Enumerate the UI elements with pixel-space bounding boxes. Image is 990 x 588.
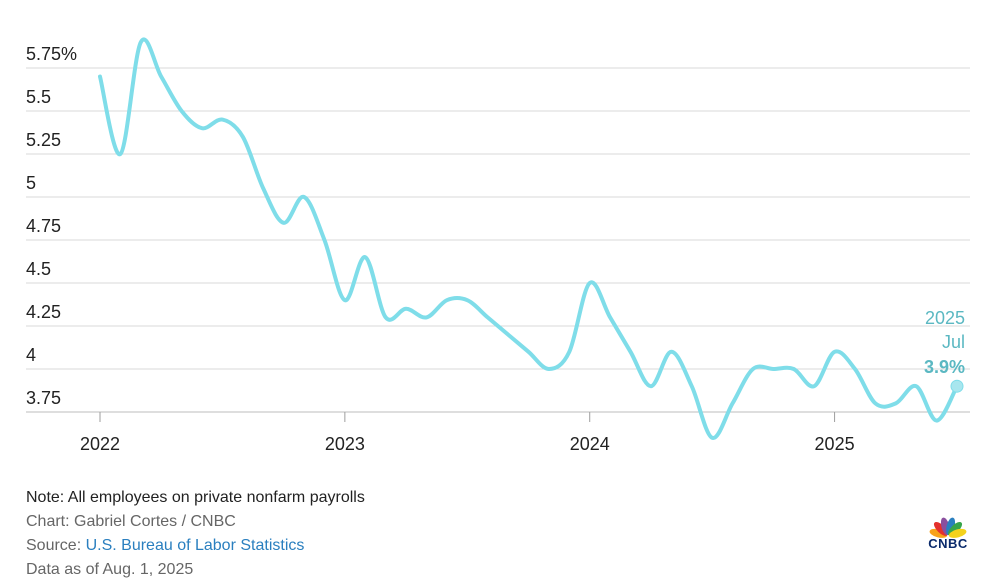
y-tick-label: 3.75 [26,388,61,408]
peacock-feather [948,528,967,538]
y-tick-label: 4 [26,345,36,365]
latest-value-callout: 2025 Jul 3.9% [924,308,965,377]
chart-note: Note: All employees on private nonfarm p… [26,489,365,506]
y-tick-label: 4.5 [26,259,51,279]
cnbc-wordmark: CNBC [928,536,968,551]
x-tick-label: 2025 [815,434,855,454]
data-as-of: Data as of Aug. 1, 2025 [26,561,194,578]
callout-value: 3.9% [924,357,965,377]
y-tick-label: 5.75% [26,44,77,64]
x-tick-label: 2022 [80,434,120,454]
series-layer [98,37,964,440]
cnbc-peacock-icon [929,517,967,538]
x-tick-label: 2023 [325,434,365,454]
last-point-marker[interactable] [950,379,964,393]
series-line [98,37,959,440]
y-tick-label: 5 [26,173,36,193]
y-tick-label: 5.5 [26,87,51,107]
chart-credit: Chart: Gabriel Cortes / CNBC [26,513,236,530]
x-axis: 2022 2023 2024 2025 [80,412,855,454]
source-link[interactable]: U.S. Bureau of Labor Statistics [85,537,305,554]
y-tick-label: 5.25 [26,130,61,150]
callout-year: 2025 [925,308,965,328]
y-tick-label: 4.75 [26,216,61,236]
callout-month: Jul [942,332,965,352]
chart-source: Source: U.S. Bureau of Labor Statistics [26,534,906,558]
source-prefix: Source: [26,537,86,554]
y-axis: 5.75% 5.5 5.25 5 4.75 4.5 4.25 4 3.75 [26,44,77,408]
y-tick-label: 4.25 [26,302,61,322]
x-tick-label: 2024 [570,434,610,454]
chart-footer: Note: All employees on private nonfarm p… [26,486,906,582]
